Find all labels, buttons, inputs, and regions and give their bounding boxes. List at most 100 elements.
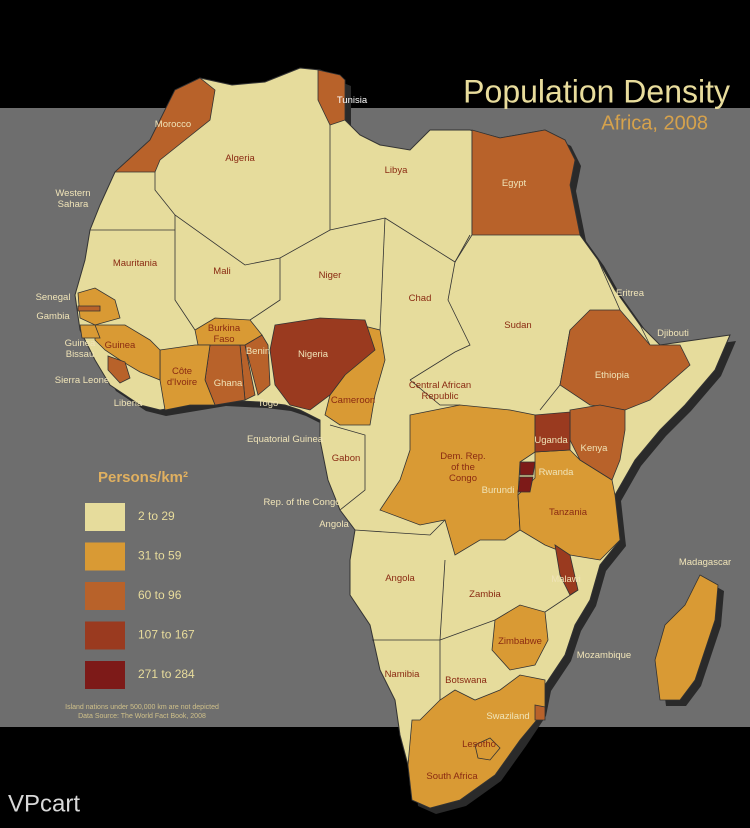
label-line: Morocco [155,119,191,130]
logo: VPcart [8,790,80,817]
legend-label: 31 to 59 [138,549,182,563]
country-label: Eritrea [616,288,645,299]
label-line: Mozambique [577,650,631,661]
label-line: Namibia [385,669,421,680]
legend-swatch [85,621,125,650]
country-label: Rwanda [539,467,575,478]
country-label: Guinea Bissau [65,338,96,360]
label-line: Libya [385,165,408,176]
country-label: Angola [319,519,349,530]
footnote: Data Source: The World Fact Book, 2008 [78,713,206,720]
label-line: Tanzania [549,507,588,518]
label-line: Burkina [208,323,241,334]
border [409,261,471,381]
country-label: Niger [319,270,342,281]
country-label: Burkina Faso [208,323,241,345]
label-line: Faso [213,334,234,345]
title: Population Density [463,73,730,109]
label-line: Bissau [66,349,95,360]
label-line: Sierra Leone [55,375,109,386]
country-label: Benin [246,346,270,357]
border [597,259,621,311]
country-label: Mali [213,266,230,277]
border [354,519,446,536]
label-line: Angola [385,573,415,584]
country-label: Togo [258,398,279,409]
country-label: Cameroon [331,395,375,406]
country [159,344,216,411]
label-line: Madagascar [679,557,731,568]
country-label: Rep. of the Congo [263,497,340,508]
label-line: Mali [213,266,230,277]
label-line: Ethiopia [595,370,630,381]
country [534,704,546,721]
country [107,355,131,384]
label-line: Sudan [504,320,531,331]
legend: 2 to 29 31 to 59 60 to 96 107 to 167 271 to … [85,503,195,689]
legend-swatch [85,661,125,689]
country-label: Gambia [36,311,70,322]
country [474,737,501,761]
country-label: Madagascar [679,557,731,568]
country-label: Senegal [36,292,71,303]
label-line: Eritrea [616,288,645,299]
subtitle: Africa, 2008 [601,112,708,134]
border [439,559,446,641]
country-label: Djibouti [657,328,689,339]
country-label: Libya [385,165,408,176]
label-line: Angola [319,519,349,530]
country-label: Malawi [551,574,581,585]
label-line: Rep. of the Congo [263,497,340,508]
country [517,476,534,493]
legend-swatch [85,542,125,571]
country-label: Ethiopia [595,370,630,381]
label-line: Dem. Rep. [440,451,485,462]
label-line: Niger [319,270,342,281]
labels: Morocco Algeria Tunisia Western Sahara Libya E… [36,95,732,782]
label-line: Zimbabwe [498,636,542,647]
footnote: Island nations under 500,000 km are not … [65,704,219,711]
label-line: Benin [246,346,270,357]
country [559,309,691,411]
label-line: Western [55,188,90,199]
country [94,324,161,381]
label-line: d'Ivoire [167,377,197,388]
label-line: South Africa [426,771,478,782]
country [77,305,101,312]
border [249,258,281,321]
country-label: Mozambique [577,650,631,661]
label-line: Nigeria [298,349,329,360]
country-label: Egypt [502,178,527,189]
country-label: Tunisia [337,95,368,106]
label-line: Gambia [36,311,70,322]
country-label: Sudan [504,320,531,331]
country [491,604,549,671]
country [407,674,546,809]
country-label: Guinea [105,340,136,351]
label-line: Mauritania [113,258,158,269]
land [74,67,736,814]
country-label: Namibia [385,669,421,680]
country [317,69,346,126]
label-line: of the [451,462,475,473]
legend-swatch [85,503,125,531]
country-label: Algeria [225,153,255,164]
country-label: Mauritania [113,258,158,269]
label-line: Botswana [445,675,487,686]
border [174,215,196,331]
label-line: Togo [258,398,279,409]
label-line: Uganda [534,435,568,446]
country-label: Sierra Leone [55,375,109,386]
border [439,619,496,641]
country [379,404,536,556]
country [554,544,579,596]
label-line: Algeria [225,153,255,164]
label-line: Central African [409,380,471,391]
country [269,317,376,411]
country-label: Liberia [114,398,143,409]
legend-label: 107 to 167 [138,628,195,642]
country [113,77,216,173]
label-line: Swaziland [486,711,529,722]
label-line: Ghana [214,378,243,389]
